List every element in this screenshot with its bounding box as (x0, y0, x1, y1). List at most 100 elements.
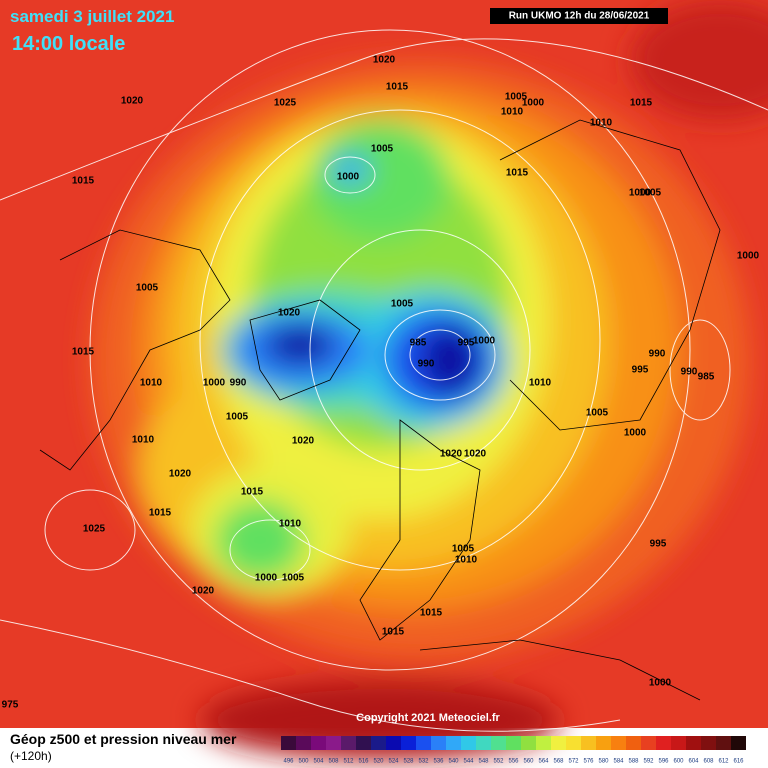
scale-swatch (626, 736, 641, 750)
pressure-label: 1005 (452, 544, 475, 555)
pressure-label: 1005 (505, 92, 528, 103)
geopotential-field (90, 0, 768, 760)
scale-swatch (656, 736, 671, 750)
scale-label: 564 (538, 759, 549, 765)
pressure-label: 1015 (506, 168, 529, 179)
pressure-label: 1025 (274, 98, 297, 109)
color-scale: 496 500 504 508 512 516 520 524 528 532 536 540 544 5… (281, 736, 746, 765)
pressure-label: 990 (649, 349, 666, 360)
scale-label: 548 (478, 759, 489, 765)
scale-swatch (416, 736, 431, 750)
scale-label: 520 (373, 759, 384, 765)
scale-label: 572 (568, 759, 579, 765)
scale-label: 608 (703, 759, 714, 765)
scale-swatch (716, 736, 731, 750)
scale-label: 536 (433, 759, 444, 765)
scale-label: 584 (613, 759, 624, 765)
scale-label: 580 (598, 759, 609, 765)
scale-label: 516 (358, 759, 369, 765)
pressure-label: 995 (632, 365, 649, 376)
pressure-label: 1010 (501, 107, 524, 118)
isobars (0, 29, 768, 732)
coastlines (39, 119, 721, 701)
pressure-label: 1010 (455, 555, 478, 566)
pressure-label: 1005 (136, 283, 159, 294)
pressure-label: 1010 (279, 519, 302, 530)
pressure-label: 1005 (639, 188, 662, 199)
pressure-label: 985 (698, 372, 715, 383)
pressure-label: 1015 (72, 347, 95, 358)
pressure-label: 1000 (737, 251, 760, 262)
legend-subtitle: (+120h) (10, 749, 52, 763)
scale-label: 496 (283, 759, 294, 765)
scale-label: 504 (313, 759, 324, 765)
scale-label: 568 (553, 759, 564, 765)
scale-label: 612 (718, 759, 729, 765)
scale-swatch (566, 736, 581, 750)
scale-swatch (521, 736, 536, 750)
scale-label: 544 (463, 759, 474, 765)
pressure-label: 1000 (473, 336, 496, 347)
pressure-label: 1005 (282, 573, 305, 584)
scale-label: 524 (388, 759, 399, 765)
pressure-label: 975 (2, 700, 19, 711)
scale-label: 560 (523, 759, 534, 765)
scale-label: 576 (583, 759, 594, 765)
scale-swatch (341, 736, 356, 750)
pressure-label: 1005 (586, 408, 609, 419)
pressure-label: 1015 (241, 487, 264, 498)
scale-swatch (491, 736, 506, 750)
pressure-label: 1020 (169, 469, 192, 480)
pressure-label: 1000 (337, 172, 360, 183)
scale-swatch (311, 736, 326, 750)
scale-label: 604 (688, 759, 699, 765)
scale-label: 556 (508, 759, 519, 765)
run-box (490, 8, 668, 24)
scale-swatch (671, 736, 686, 750)
pressure-label: 1010 (529, 378, 552, 389)
pressure-label: 1005 (371, 144, 394, 155)
scale-swatch (326, 736, 341, 750)
pressure-label: 990 (681, 367, 698, 378)
pressure-label: 1000 (624, 428, 647, 439)
time: 14:00 locale (12, 33, 125, 55)
scale-swatch (281, 736, 296, 750)
pressure-label: 1020 (464, 449, 487, 460)
scale-swatch (296, 736, 311, 750)
scale-swatch (596, 736, 611, 750)
pressure-label: 1020 (192, 586, 215, 597)
pressure-label: 1000 (522, 98, 545, 109)
pressure-label: 1020 (373, 55, 396, 66)
scale-label: 588 (628, 759, 639, 765)
scale-swatch (701, 736, 716, 750)
pressure-label: 985 (410, 338, 427, 349)
pressure-label: 1000 (649, 678, 672, 689)
pressure-label: 1015 (382, 627, 405, 638)
scale-label: 592 (643, 759, 654, 765)
scale-swatch (611, 736, 626, 750)
scale-label: 512 (343, 759, 354, 765)
pressure-label: 1010 (590, 118, 613, 129)
pressure-label: 1010 (132, 435, 155, 446)
scale-swatch (551, 736, 566, 750)
pressure-label: 1015 (420, 608, 443, 619)
pressure-label: 1020 (292, 436, 315, 447)
scale-swatch (401, 736, 416, 750)
scale-label: 552 (493, 759, 504, 765)
scale-label: 540 (448, 759, 459, 765)
pressure-label: 1020 (440, 449, 463, 460)
run-label: Run UKMO 12h du 28/06/2021 (509, 11, 650, 22)
pressure-label: 995 (458, 338, 475, 349)
scale-swatch (386, 736, 401, 750)
pressure-label: 1000 (255, 573, 278, 584)
pressure-label: 995 (650, 539, 667, 550)
pressure-label: 1020 (121, 96, 144, 107)
pressure-label: 1015 (149, 508, 172, 519)
date: samedi 3 juillet 2021 (10, 7, 174, 26)
pressure-label: 990 (418, 359, 435, 370)
scale-swatch (446, 736, 461, 750)
copyright: Copyright 2021 Meteociel.fr (356, 712, 500, 724)
